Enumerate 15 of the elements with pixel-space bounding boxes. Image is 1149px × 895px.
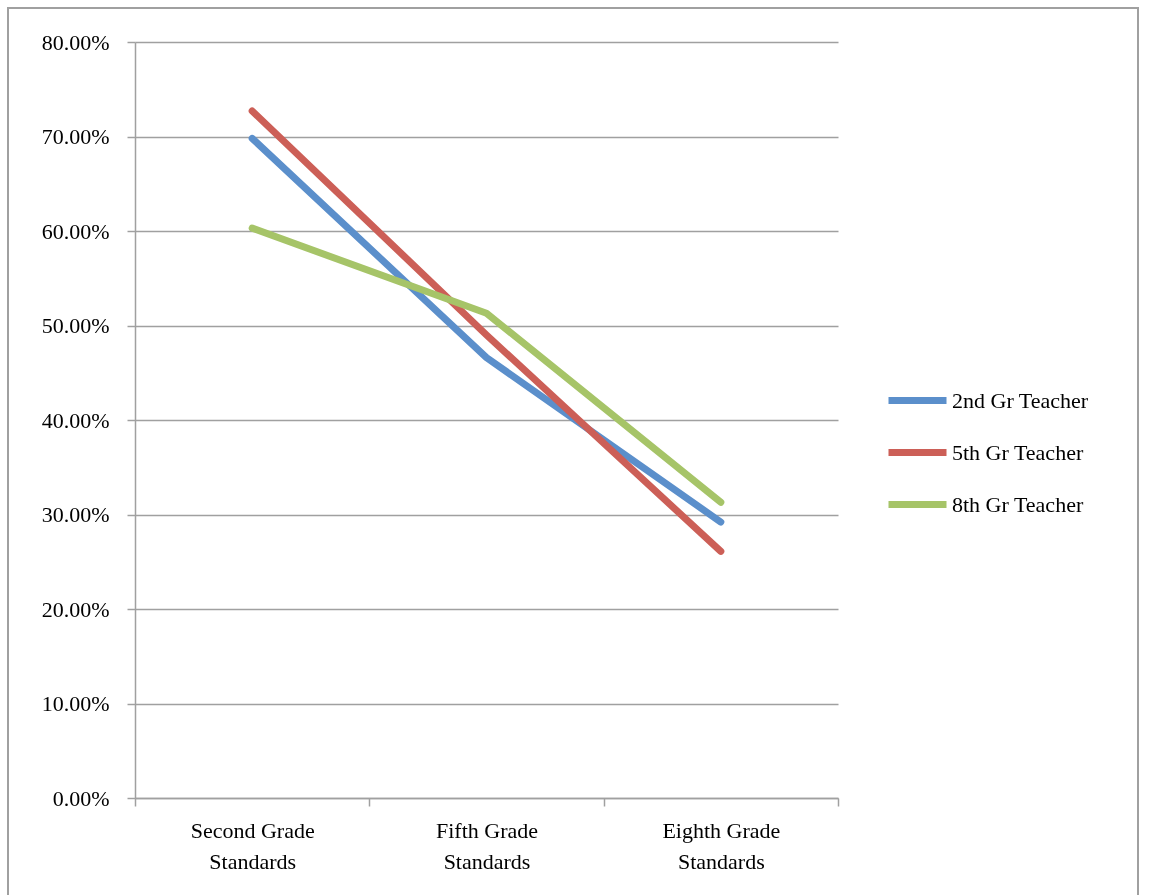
legend-label: 8th Gr Teacher xyxy=(952,491,1084,517)
y-tick-label: 80.00% xyxy=(41,29,110,55)
legend-label: 2nd Gr Teacher xyxy=(952,387,1089,413)
y-tick-label: 60.00% xyxy=(41,218,110,244)
y-tick-label: 40.00% xyxy=(41,407,110,433)
y-tick-label: 0.00% xyxy=(52,785,110,811)
y-tick-label: 30.00% xyxy=(41,502,110,527)
legend-label: 5th Gr Teacher xyxy=(952,439,1084,465)
x-tick-label: Fifth Grade Standards xyxy=(435,817,539,874)
x-tick-label: Eighth Grade Standards xyxy=(662,817,781,874)
y-tick-label: 70.00% xyxy=(41,124,110,149)
x-tick-label: Second Grade Standards xyxy=(190,817,315,874)
y-tick-label: 20.00% xyxy=(41,596,110,622)
y-tick-label: 10.00% xyxy=(41,691,110,716)
y-tick-label: 50.00% xyxy=(41,313,110,338)
